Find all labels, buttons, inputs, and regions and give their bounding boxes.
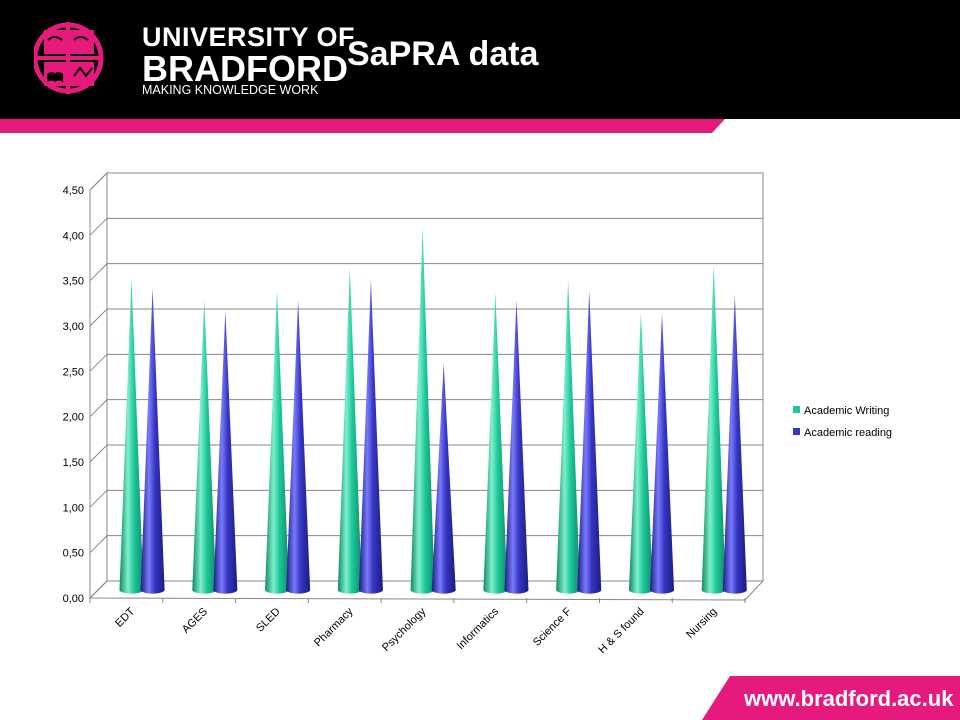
gridline <box>89 489 763 508</box>
legend-swatch <box>793 428 800 435</box>
gridline <box>89 172 763 191</box>
y-tick-label: 1,00 <box>63 502 84 514</box>
y-tick-label: 2,50 <box>63 366 84 378</box>
gridline <box>89 263 763 282</box>
logo-bradford: BRADFORD <box>142 48 348 89</box>
x-tick-label: AGES <box>180 606 210 636</box>
x-tick-label: EDT <box>113 605 137 629</box>
cone-bar <box>722 295 747 594</box>
gridline <box>89 535 763 554</box>
x-tick-label: SLED <box>254 606 283 635</box>
cone-bar <box>701 265 726 594</box>
legend-label: Academic Writing <box>804 405 889 417</box>
chart-side-wall <box>89 171 108 600</box>
crest-icon <box>34 22 104 94</box>
gridline <box>89 580 763 599</box>
x-tick-label: Informatics <box>455 605 502 652</box>
y-tick-label: 4,50 <box>63 185 84 197</box>
cone-bar <box>337 268 362 594</box>
y-tick-label: 3,00 <box>63 321 84 333</box>
cone-bar <box>192 299 217 594</box>
footer-banner: www.bradford.ac.uk <box>702 676 960 720</box>
y-tick-label: 3,50 <box>63 276 84 288</box>
pink-accent-stripe <box>0 119 725 133</box>
logo-university-of: UNIVERSITY OF <box>142 22 356 52</box>
cone-bar <box>431 363 456 594</box>
header-bar <box>0 0 960 119</box>
cone-bar <box>140 288 165 594</box>
gridline <box>89 399 763 418</box>
cone-bar <box>410 227 435 594</box>
gridline <box>89 217 763 236</box>
cone-bar <box>358 279 383 594</box>
y-tick-label: 4,00 <box>63 230 84 242</box>
x-tick-label: Psychology <box>380 605 429 654</box>
footer-url-text[interactable]: www.bradford.ac.uk <box>743 686 954 711</box>
x-tick-label: Science F <box>531 605 574 648</box>
y-tick-label: 2,00 <box>63 412 84 424</box>
y-tick-label: 1,50 <box>63 457 84 469</box>
cone-bar <box>556 279 581 594</box>
legend-swatch <box>793 406 800 413</box>
university-logo: UNIVERSITY OF BRADFORD MAKING KNOWLEDGE … <box>34 20 355 100</box>
gridline <box>89 308 763 327</box>
y-tick-label: 0,00 <box>63 593 84 605</box>
cone-bar <box>483 292 508 594</box>
gridline <box>89 444 763 463</box>
cone-bar <box>286 299 311 594</box>
cone-bar <box>119 277 144 594</box>
legend-label: Academic reading <box>804 427 892 439</box>
logo-tagline: MAKING KNOWLEDGE WORK <box>142 83 319 97</box>
page-title: SaPRA data <box>347 35 539 73</box>
cone-bar <box>577 290 602 594</box>
cone-bar <box>650 313 675 594</box>
cone-bar <box>213 310 238 594</box>
x-tick-label: Nursing <box>684 606 719 641</box>
y-tick-label: 0,50 <box>63 548 84 560</box>
x-tick-label: H & S found <box>596 606 646 656</box>
cone-bar <box>628 312 653 594</box>
cone-bar <box>265 290 290 594</box>
gridline <box>89 353 763 372</box>
x-tick-label: Pharmacy <box>312 605 356 649</box>
cone-bar <box>504 299 529 594</box>
